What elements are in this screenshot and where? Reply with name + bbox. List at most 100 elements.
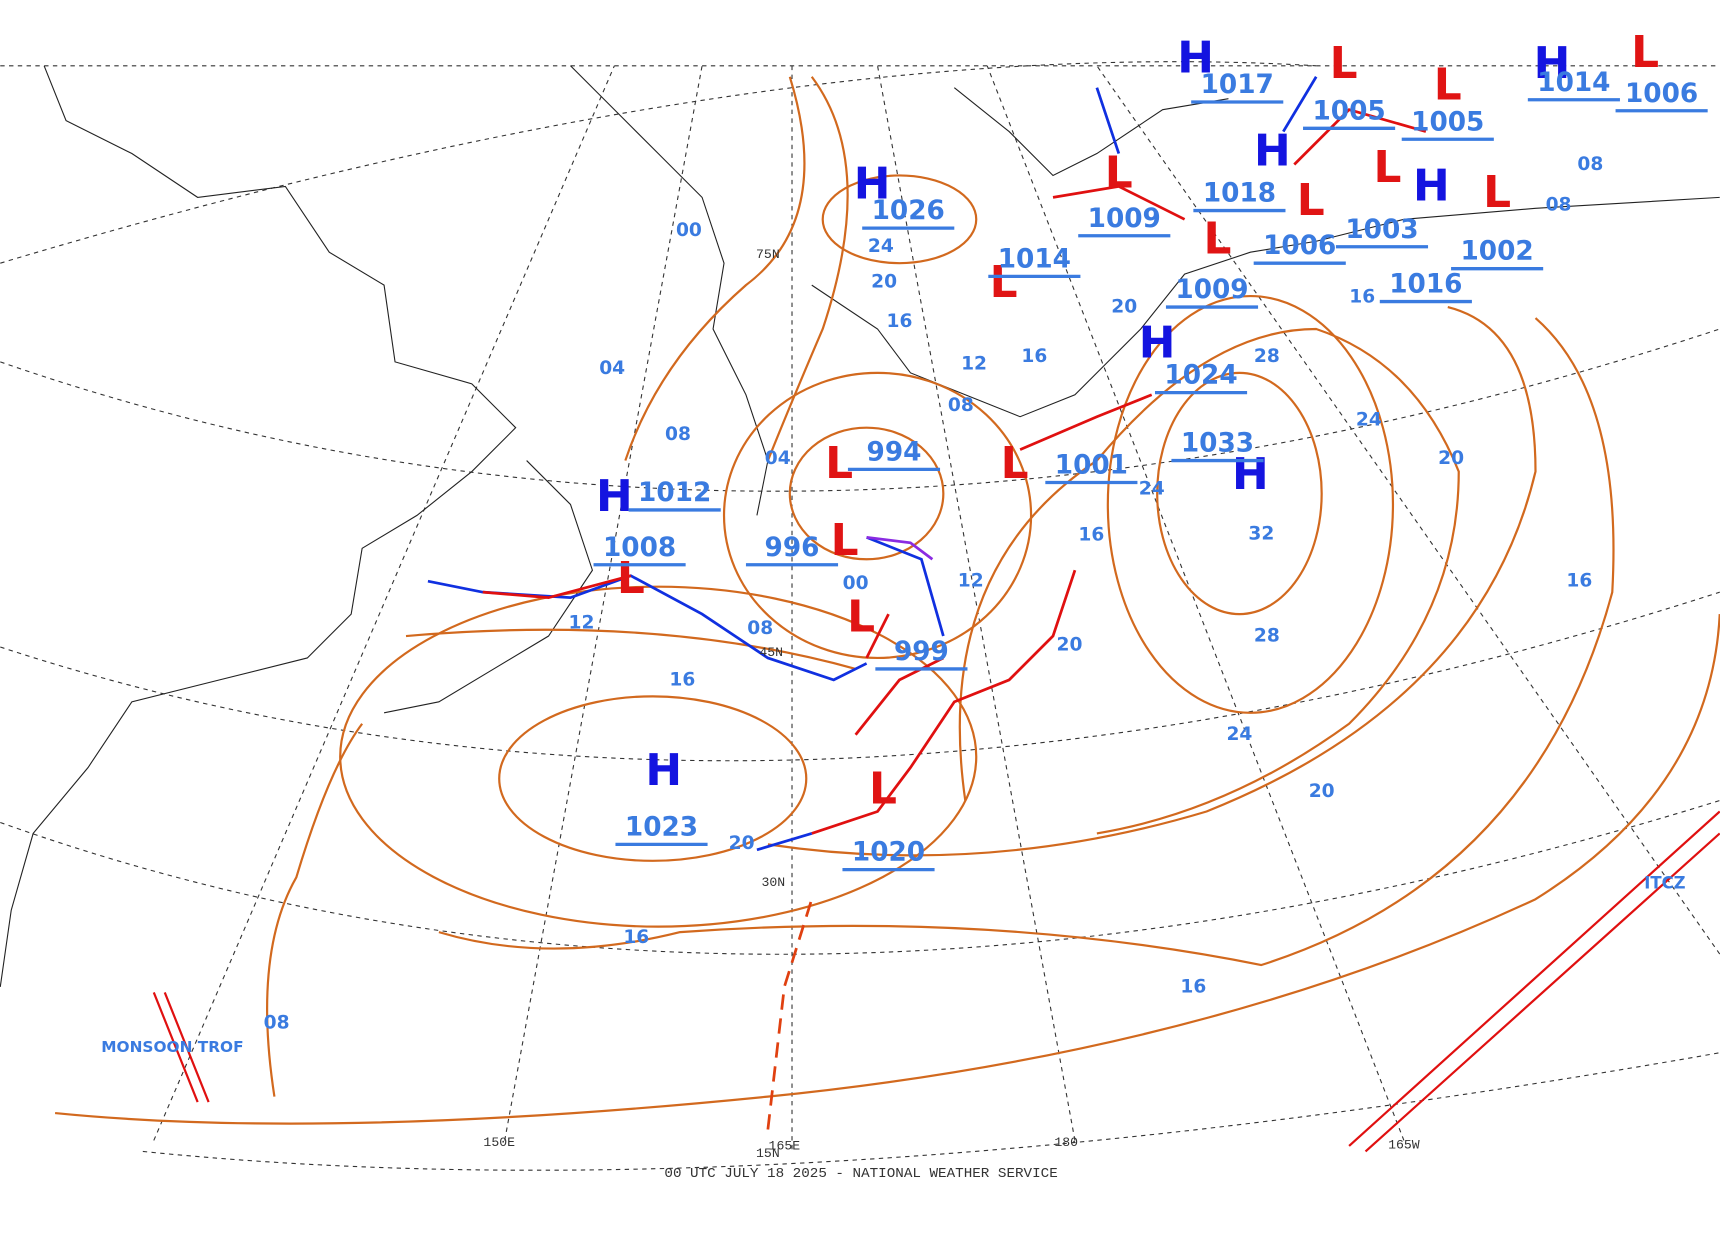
isobar-label: 08 — [264, 1013, 290, 1034]
longitude-line — [153, 65, 615, 1141]
grid-label: 75N — [756, 247, 780, 262]
isobar — [339, 585, 978, 928]
isobar-label: 16 — [1021, 346, 1047, 367]
isobar-label: 16 — [669, 669, 695, 690]
isobar-label: 08 — [948, 395, 974, 416]
warm-front — [854, 613, 944, 736]
isobar-label: 12 — [569, 612, 595, 633]
graticule — [0, 61, 1720, 1171]
isobar-label: 00 — [843, 573, 869, 594]
center-pressure: 1005 — [1411, 107, 1484, 137]
grid-label: 30N — [762, 875, 786, 890]
center-letter: H — [1139, 317, 1176, 368]
isobar-label: 24 — [1226, 724, 1252, 745]
isobar-label: 20 — [1438, 448, 1464, 469]
center-letter: L — [831, 515, 859, 566]
center-pressure: 1024 — [1164, 361, 1237, 391]
center-pressure: 1033 — [1181, 429, 1254, 459]
center-pressure: 1026 — [872, 196, 945, 226]
trough — [766, 898, 814, 1130]
latitude-line — [0, 61, 1317, 264]
center-pressure: 1001 — [1055, 451, 1128, 481]
center-letter: L — [1001, 438, 1029, 489]
center-pressure: 1017 — [1201, 70, 1274, 100]
fronts — [152, 76, 1720, 1153]
center-pressure: 1012 — [638, 478, 711, 508]
grid-label: 15N — [756, 1146, 780, 1161]
isobar-label: 16 — [1180, 976, 1206, 997]
longitude-line — [504, 65, 703, 1141]
center-letter: H — [645, 745, 682, 796]
isobar-label: 08 — [665, 424, 691, 445]
isobar-label: 20 — [1111, 297, 1137, 318]
itcz — [1348, 810, 1720, 1153]
isobar — [438, 317, 1615, 967]
cold-front — [866, 536, 945, 637]
coastline — [570, 65, 769, 516]
center-pressure: 1006 — [1625, 79, 1698, 109]
isobar — [821, 174, 978, 265]
isobar — [1106, 294, 1395, 714]
isobar-label: 04 — [765, 448, 791, 469]
isobar-label: 08 — [1546, 195, 1572, 216]
center-letter: H — [854, 158, 891, 209]
isobar-label: 28 — [1254, 346, 1280, 367]
isobar-label: 20 — [1309, 781, 1335, 802]
longitude-line — [1096, 65, 1720, 955]
center-letter: L — [1373, 142, 1401, 193]
center-letter: L — [1434, 60, 1462, 111]
grid-label: 180 — [1054, 1135, 1078, 1150]
center-pressure: 1009 — [1175, 275, 1248, 305]
center-letter: L — [869, 764, 897, 815]
isobar-label: 24 — [868, 236, 894, 257]
isobar-label: 16 — [623, 927, 649, 948]
center-pressure: 1005 — [1312, 96, 1385, 126]
cold-front — [427, 574, 868, 682]
isobar — [624, 76, 806, 461]
isobar-label: 12 — [958, 571, 984, 592]
isobar — [766, 76, 849, 461]
isobar — [767, 305, 1537, 857]
grid-label: 45N — [759, 645, 783, 660]
center-pressure: 1020 — [852, 838, 925, 868]
grid-label: 150E — [483, 1135, 515, 1150]
isobar — [958, 327, 1460, 835]
center-pressure: 1016 — [1389, 270, 1462, 300]
latitude-line — [0, 799, 1720, 955]
isobar — [54, 614, 1720, 1125]
annotation: MONSOON TROF — [101, 1038, 243, 1056]
grid-label: 165W — [1388, 1137, 1420, 1152]
center-pressure: 1006 — [1263, 231, 1336, 261]
warm-front — [811, 569, 1077, 835]
isobar-label: 12 — [961, 354, 987, 375]
coastline — [811, 196, 1720, 418]
coastline — [0, 65, 517, 988]
center-letter: H — [1254, 126, 1291, 177]
isobar-label: 08 — [747, 618, 773, 639]
isobar-label: 16 — [887, 311, 913, 332]
cold-front — [756, 832, 813, 852]
center-letter: L — [1204, 213, 1232, 264]
center-letter: L — [1631, 27, 1659, 78]
coastline — [953, 87, 1229, 177]
center-pressure: 994 — [867, 437, 922, 467]
isobar-label: 24 — [1139, 479, 1165, 500]
isobar-label: 32 — [1248, 524, 1274, 545]
isobar — [788, 426, 945, 561]
isobar-label: 20 — [729, 833, 755, 854]
center-letter: L — [1105, 147, 1133, 198]
center-pressure: 1014 — [1537, 68, 1610, 98]
center-pressure: 999 — [894, 637, 949, 667]
isobar — [722, 371, 1033, 660]
isobar-label: 28 — [1254, 626, 1280, 647]
isobar — [266, 723, 364, 1097]
isobar — [1156, 371, 1323, 616]
center-letter: L — [1297, 175, 1325, 226]
longitude-line — [986, 65, 1405, 1141]
isobar-label: 16 — [1078, 525, 1104, 546]
isobar-label: 00 — [676, 220, 702, 241]
center-letter: H — [1413, 161, 1450, 212]
isobar-label: 16 — [1566, 571, 1592, 592]
